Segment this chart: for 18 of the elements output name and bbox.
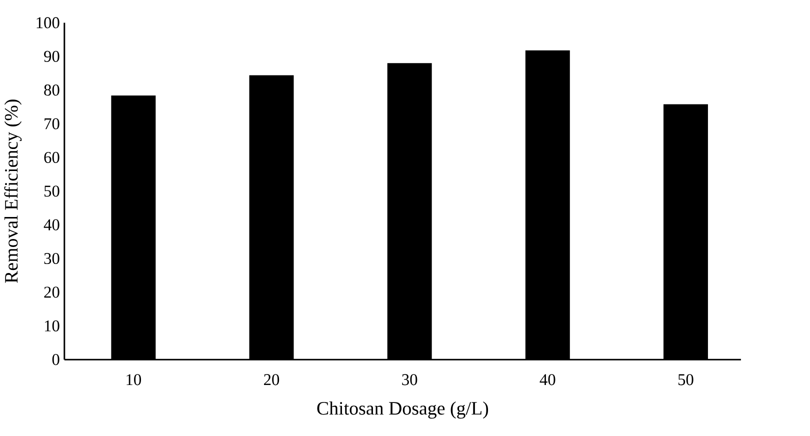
x-tick-label: 30 <box>402 374 418 386</box>
y-tick-label: 80 <box>44 84 60 96</box>
x-tick-label: 10 <box>126 374 142 386</box>
y-tick-label: 70 <box>44 118 60 130</box>
y-tick-label: 10 <box>44 320 60 332</box>
x-tick-label: 20 <box>264 374 280 386</box>
x-tick-label: 40 <box>540 374 556 386</box>
y-tick-label: 20 <box>44 286 60 298</box>
y-tick-label: 50 <box>44 186 60 197</box>
y-tick-label: 40 <box>44 219 60 230</box>
y-axis-title: Removal Efficiency (%) <box>4 100 22 283</box>
y-tick-label: 30 <box>44 252 60 264</box>
x-tick-label: 50 <box>678 374 694 386</box>
y-tick-label: 90 <box>44 50 60 62</box>
y-tick-label: 60 <box>44 152 60 163</box>
y-tick-label: 100 <box>36 17 60 28</box>
y-tick-label: 0 <box>52 354 60 365</box>
x-axis-title: Chitosan Dosage (g/L) <box>317 401 488 419</box>
